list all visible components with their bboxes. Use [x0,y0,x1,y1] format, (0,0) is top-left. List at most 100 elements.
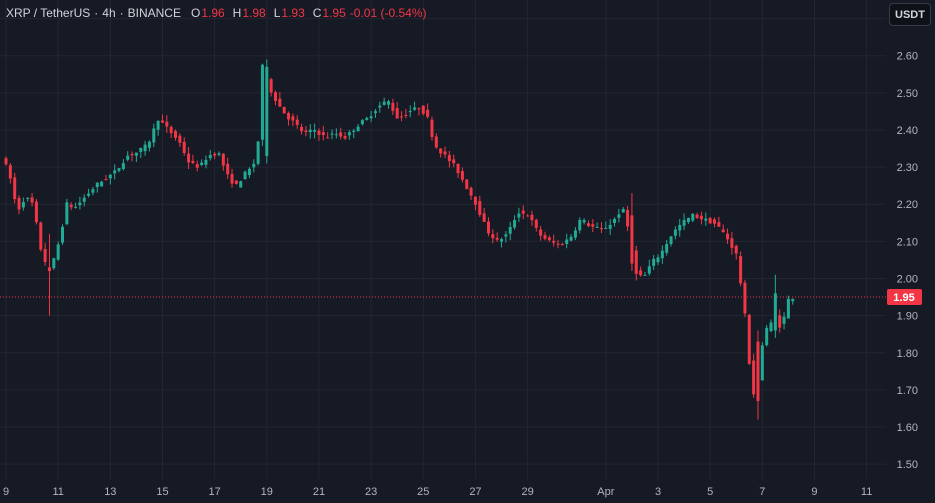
candle-body [639,270,643,276]
candle-body [613,218,617,224]
candle-body [47,267,51,272]
candle-body [234,180,238,184]
candle-body [204,159,208,165]
price-tick-label: 2.20 [897,199,918,211]
candle-body [552,240,556,243]
symbol-legend: XRP / TetherUS · 4h · BINANCE O 1.96 H 1.9… [6,4,426,22]
candle-body [591,224,595,227]
candle-body [126,155,130,160]
candle-body [495,237,499,240]
candle-body [504,234,508,237]
candle-body [278,98,282,107]
candle-body [91,189,95,193]
candles [4,59,795,420]
candle-body [717,222,721,227]
candle-body [482,213,486,222]
candle-body [108,174,112,179]
candle-body [739,256,743,284]
candle-body [565,239,569,244]
candle-body [760,345,764,381]
price-axis[interactable] [886,0,935,503]
candle-body [673,229,677,236]
candle-body [695,214,699,219]
candle-body [413,107,417,110]
candle-body [30,197,34,203]
candle-body [82,197,86,202]
candle-body [39,222,43,250]
candle-body [65,202,69,225]
candle-body [539,229,543,236]
candle-body [74,206,78,208]
candle-body [543,235,547,239]
candle-body [643,274,647,276]
candle-body [578,220,582,231]
time-tick-label: 11 [52,486,63,498]
time-tick-label: Apr [597,486,614,498]
candle-body [178,135,182,143]
candle-body [217,153,221,155]
candle-body [321,132,325,136]
candle-body [78,202,82,206]
candle-body [769,322,773,332]
candle-body [521,210,525,214]
currency-button[interactable]: USDT [889,3,931,26]
candle-body [586,223,590,226]
candle-body [230,174,234,184]
candle-body [417,108,421,110]
candle-body [486,221,490,234]
candle-body [239,181,243,188]
candle-body [439,148,443,154]
candle-body [743,282,747,314]
candle-body [595,227,599,229]
candle-body [221,153,225,166]
candle-body [273,92,277,101]
candle-body [730,238,734,248]
candle-body [726,233,730,240]
candle-body [786,298,790,319]
candle-body [569,236,573,241]
candle-body [778,315,782,328]
candle-body [139,147,143,152]
candle-body [630,215,634,264]
candle-body [608,224,612,229]
candle-body [547,237,551,241]
price-tick-label: 2.60 [897,51,918,63]
candle-body [360,120,364,125]
time-axis[interactable] [0,479,935,503]
high-value: 1.98 [242,6,266,20]
candle-body [604,228,608,230]
candle-body [282,106,286,114]
close-value: 1.95 [322,6,346,20]
candle-body [752,360,756,395]
candle-body [626,209,630,227]
candle-body [334,134,338,136]
candle-body [708,217,712,224]
candle-body [713,219,717,224]
candle-body [195,163,199,168]
candle-body [4,158,8,165]
time-tick-label: 13 [104,486,116,498]
candle-body [656,257,660,263]
candle-body [773,293,777,331]
candle-body [295,119,299,125]
candle-body [404,114,408,116]
candle-body [182,141,186,153]
candle-body [426,109,430,117]
symbol-name[interactable]: XRP / TetherUS [6,6,91,20]
candle-body [291,116,295,121]
candle-body [478,201,482,215]
candle-body [369,116,373,119]
candle-body [347,132,351,136]
candle-body [452,159,456,164]
candle-body [621,209,625,213]
candle-body [330,133,334,135]
candle-body [721,229,725,233]
candle-body [247,168,251,176]
candle-body [87,193,91,196]
candle-body [56,244,60,260]
candle-body [365,117,369,120]
candle-body [573,230,577,238]
interval-label[interactable]: 4h [102,6,116,20]
candle-body [765,327,769,346]
